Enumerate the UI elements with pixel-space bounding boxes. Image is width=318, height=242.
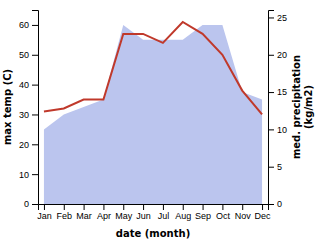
y-axis: 0 10 20 30 40 50 60 xyxy=(19,11,39,210)
tick-label: Jul xyxy=(158,211,170,221)
tick: Feb xyxy=(57,204,73,221)
tick-label: 25 xyxy=(277,13,287,23)
tick-mark xyxy=(32,204,38,205)
x-axis: Jan FebMar Apr MayJun Jul Aug Sep Oct NovDec xyxy=(37,204,271,221)
tick-label: 10 xyxy=(19,170,29,180)
tick-label: 30 xyxy=(19,110,29,120)
tick-mark xyxy=(222,204,223,210)
tick: 10 xyxy=(19,170,38,180)
y2-axis-title: med. precipitation(kg/m2) xyxy=(291,55,314,159)
tick-label: 50 xyxy=(19,50,29,60)
tick: 0 xyxy=(268,199,282,209)
tick: 50 xyxy=(19,50,38,60)
tick-label: 10 xyxy=(277,125,287,135)
tick-mark xyxy=(84,204,85,210)
tick-mark xyxy=(262,204,263,210)
tick: 60 xyxy=(19,20,38,30)
tick-mark xyxy=(64,204,65,210)
tick-label: Jan xyxy=(37,211,52,221)
tick-label: Nov xyxy=(235,211,252,221)
y2-axis-title-line: med. precipitation xyxy=(291,55,302,159)
tick-mark xyxy=(268,55,274,56)
tick: 40 xyxy=(19,80,38,90)
tick-mark xyxy=(32,174,38,175)
tick-mark xyxy=(268,17,274,18)
tick: 25 xyxy=(268,13,287,23)
tick-mark xyxy=(268,167,274,168)
plot: Jan FebMar Apr MayJun Jul Aug Sep Oct NovDec 0 10 2… xyxy=(19,11,287,222)
y2-axis: 0 5 10 15 20 25 xyxy=(268,11,287,210)
tick-label: 20 xyxy=(277,50,287,60)
tick-label: Feb xyxy=(57,211,73,221)
tick-label: Dec xyxy=(255,211,272,221)
tick-label: 15 xyxy=(277,87,287,97)
axis-line xyxy=(32,11,39,205)
tick-mark xyxy=(242,204,243,210)
tick: Sep xyxy=(195,204,211,221)
tick: Dec xyxy=(255,204,272,221)
tick-label: May xyxy=(115,211,133,221)
tick: 20 xyxy=(19,140,38,150)
tick-label: Jun xyxy=(136,211,151,221)
tick-mark xyxy=(203,204,204,210)
tick-label: Sep xyxy=(195,211,211,221)
tick-mark xyxy=(183,204,184,210)
tick-label: 20 xyxy=(19,140,29,150)
tick-label: Oct xyxy=(216,211,231,221)
tick-label: Aug xyxy=(175,211,191,221)
tick-mark xyxy=(32,55,38,56)
tick-mark xyxy=(163,204,164,210)
tick-mark xyxy=(268,92,274,93)
tick-label: 40 xyxy=(19,80,29,90)
tick: May xyxy=(115,204,133,221)
chart: Jan FebMar Apr MayJun Jul Aug Sep Oct NovDec 0 10 2… xyxy=(0,0,318,242)
tick: 20 xyxy=(268,50,287,60)
tick: 15 xyxy=(268,87,287,97)
tick-mark xyxy=(123,204,124,210)
tick: 30 xyxy=(19,110,38,120)
tick: Jun xyxy=(136,204,151,221)
tick: Apr xyxy=(97,204,111,221)
tick-mark xyxy=(32,25,38,26)
y-axis-title: max temp (C) xyxy=(2,69,13,145)
axis-line xyxy=(269,11,275,205)
marks xyxy=(44,22,262,204)
tick-mark xyxy=(268,129,274,130)
tick: Jan xyxy=(37,204,52,221)
tick: Nov xyxy=(235,204,252,221)
tick: Jul xyxy=(158,204,170,221)
tick-mark xyxy=(103,204,104,210)
tick-mark xyxy=(143,204,144,210)
tick-label: 0 xyxy=(277,199,282,209)
tick-label: 5 xyxy=(277,162,282,172)
tick: 10 xyxy=(268,125,287,135)
x-axis-title: date (month) xyxy=(116,228,190,239)
tick-mark xyxy=(32,114,38,115)
tick-mark xyxy=(32,144,38,145)
tick-label: Apr xyxy=(97,211,111,221)
tick-label: Mar xyxy=(76,211,92,221)
tick-label: 0 xyxy=(24,199,29,209)
tick: Aug xyxy=(175,204,191,221)
tick: 0 xyxy=(24,199,38,209)
tick: Oct xyxy=(216,204,231,221)
line xyxy=(44,22,262,115)
y2-axis-title-line: (kg/m2) xyxy=(303,85,314,129)
axis-line xyxy=(39,205,269,211)
tick: Mar xyxy=(76,204,92,221)
tick-mark xyxy=(268,204,274,205)
tick-label: 60 xyxy=(19,20,29,30)
tick: 5 xyxy=(268,162,282,172)
area xyxy=(44,25,262,204)
tick-mark xyxy=(44,204,45,210)
tick-mark xyxy=(32,85,38,86)
